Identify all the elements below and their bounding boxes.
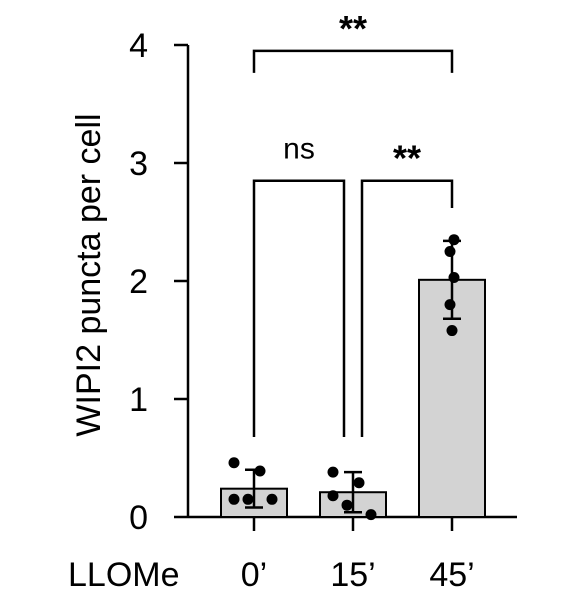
data-point [448,271,460,283]
data-point [327,490,339,502]
group-label-llome: LLOMe [68,556,180,594]
x-category-label: 45’ [429,556,474,594]
y-tick-label: 1 [129,381,148,419]
significance-bracket [360,179,454,437]
y-axis-title: WIPI2 puncta per cell [70,113,108,436]
data-point [254,465,266,477]
y-tick-label: 3 [129,145,148,183]
axis-layer: 0 1 2 3 4 0’ 15’ 45’ [129,27,517,594]
significance-layer: ** ns ** [252,8,454,437]
data-point [327,466,339,478]
data-point [446,325,458,337]
data-point [266,493,278,505]
data-point [444,299,456,311]
x-category-label: 15’ [330,556,375,594]
significance-label: ** [339,8,367,49]
data-point [444,246,456,257]
data-point [228,493,240,505]
y-tick-label: 0 [129,499,148,537]
y-tick-label: 4 [129,27,148,65]
data-point [365,509,377,521]
x-category-label: 0’ [241,556,267,594]
significance-label: ** [393,138,421,179]
data-point [341,499,353,511]
data-point [228,457,240,469]
significance-bracket [252,179,346,437]
data-point [448,234,460,246]
bars-layer [220,234,486,521]
significance-label: ns [283,133,315,166]
significance-bracket [252,49,454,73]
data-point [353,477,365,489]
y-tick-label: 2 [129,263,148,301]
data-point [242,493,254,505]
